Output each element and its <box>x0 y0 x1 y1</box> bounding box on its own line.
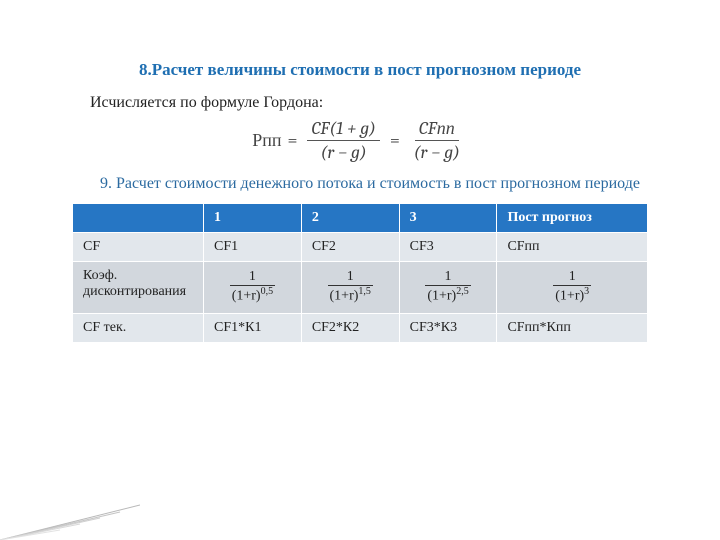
cf-2: CF2 <box>301 233 399 262</box>
formula-eq1: = <box>288 130 298 151</box>
table-header-row: 1 2 3 Пост прогноз <box>73 204 648 233</box>
formula-frac-2: CFпп (r − g) <box>410 118 464 163</box>
row-cf-label: CF <box>73 233 204 262</box>
gordon-formula: Рпп = CF(1 + g) (r − g) = CFпп (r − g) <box>0 118 720 163</box>
gordon-intro: Исчисляется по формуле Гордона: <box>90 94 720 112</box>
section-9-title: 9. Расчет стоимости денежного потока и с… <box>100 175 720 193</box>
k-pp: 1 (1+r)3 <box>497 262 648 314</box>
th-blank <box>73 204 204 233</box>
row-cftek-label: CF тек. <box>73 313 204 342</box>
th-post: Пост прогноз <box>497 204 648 233</box>
formula-lhs: Рпп <box>252 130 281 151</box>
cftek-3: CF3*К3 <box>399 313 497 342</box>
formula-eq2: = <box>390 130 400 151</box>
row-cf-tek: CF тек. CF1*К1 CF2*К2 CF3*К3 CFпп*Кпп <box>73 313 648 342</box>
row-k-label: Коэф. дисконтирования <box>73 262 204 314</box>
cftek-pp: CFпп*Кпп <box>497 313 648 342</box>
corner-decoration-icon <box>0 480 140 540</box>
th-3: 3 <box>399 204 497 233</box>
cftek-2: CF2*К2 <box>301 313 399 342</box>
section-8-title: 8.Расчет величины стоимости в пост прогн… <box>40 60 680 80</box>
cftek-1: CF1*К1 <box>204 313 302 342</box>
formula-frac-1: CF(1 + g) (r − g) <box>307 118 379 163</box>
row-cf: CF CF1 CF2 CF3 CFпп <box>73 233 648 262</box>
cf-pp: CFпп <box>497 233 648 262</box>
cashflow-table: 1 2 3 Пост прогноз CF CF1 CF2 CF3 CFпп К… <box>72 203 648 343</box>
k-1: 1 (1+r)0,5 <box>204 262 302 314</box>
row-discount-coef: Коэф. дисконтирования 1 (1+r)0,5 1 (1+r)… <box>73 262 648 314</box>
k-2: 1 (1+r)1,5 <box>301 262 399 314</box>
cf-1: CF1 <box>204 233 302 262</box>
th-1: 1 <box>204 204 302 233</box>
th-2: 2 <box>301 204 399 233</box>
cf-3: CF3 <box>399 233 497 262</box>
k-3: 1 (1+r)2,5 <box>399 262 497 314</box>
